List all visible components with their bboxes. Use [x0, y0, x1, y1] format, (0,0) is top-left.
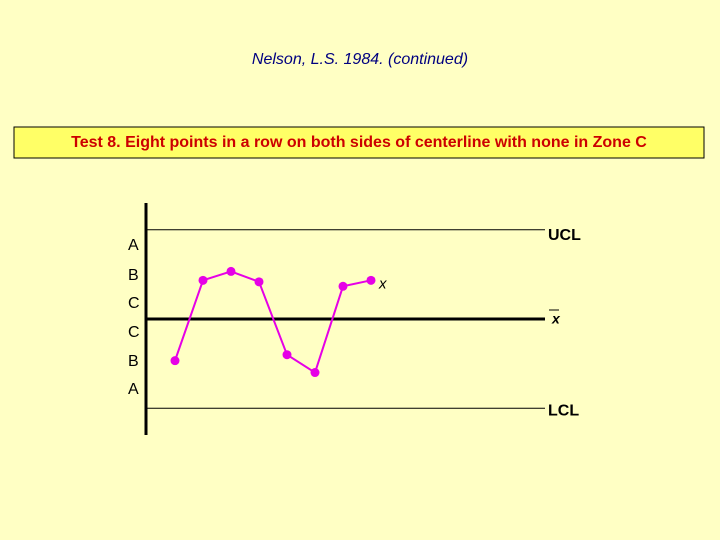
data-point [198, 275, 208, 285]
banner: Test 8. Eight points in a row on both si… [71, 134, 647, 151]
annotation: x [378, 275, 387, 292]
data-point [254, 277, 264, 287]
zone-label: C [128, 295, 140, 312]
control-line-label: UCL [548, 227, 581, 244]
series-line [174, 270, 372, 375]
zone-label: A [128, 237, 139, 254]
data-point [170, 356, 180, 366]
zone-label: A [128, 381, 139, 398]
zone-label: C [128, 324, 140, 341]
control-line-label: x [551, 311, 561, 327]
data-point [282, 350, 292, 360]
data-point [338, 281, 348, 291]
zone-label: B [128, 353, 139, 370]
banner-box [13, 126, 705, 159]
zone-label: B [128, 267, 139, 284]
data-point [310, 368, 320, 378]
data-point [366, 275, 376, 285]
header: Nelson, L.S. 1984. (continued) [252, 51, 468, 68]
data-point [226, 266, 236, 276]
control-line-label: LCL [548, 402, 579, 419]
